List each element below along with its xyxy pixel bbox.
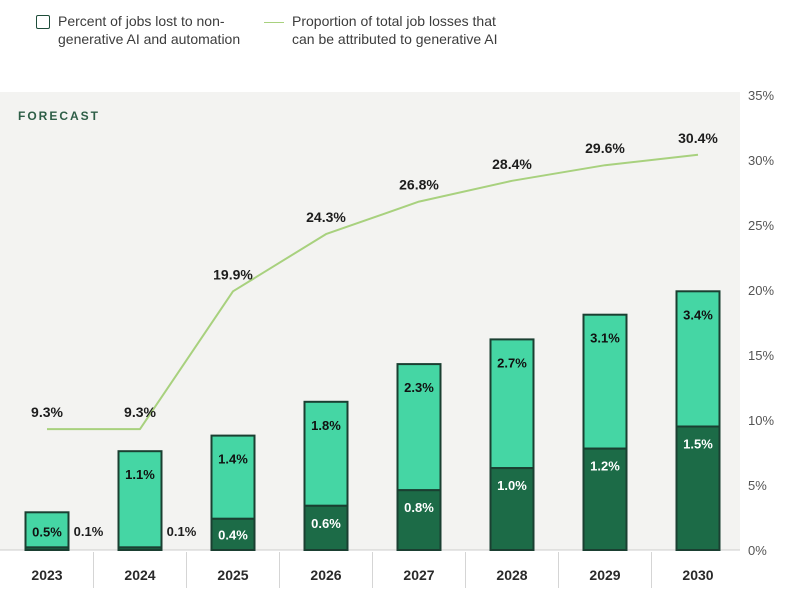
legend-bars-line1: Percent of jobs lost to non- <box>58 13 225 29</box>
x-tick-label: 2028 <box>496 567 527 583</box>
bar-light-label: 2.7% <box>497 355 527 370</box>
bar-dark-segment[interactable] <box>24 546 70 552</box>
bar-dark-label: 1.2% <box>590 459 620 474</box>
x-tick-label: 2027 <box>403 567 434 583</box>
trend-line <box>47 153 699 431</box>
line-point-label: 9.3% <box>31 404 63 420</box>
bar-dark-segment[interactable] <box>303 504 349 551</box>
bar-light-segment[interactable] <box>303 400 349 507</box>
x-tick-label: 2024 <box>124 567 155 583</box>
line-point-label: 26.8% <box>399 177 439 193</box>
bar-dark-segment[interactable] <box>396 489 442 552</box>
legend-line-line1: Proportion of total job losses that <box>292 13 496 29</box>
x-tick-label: 2025 <box>217 567 248 583</box>
bar-dark-label: 0.1% <box>74 524 104 539</box>
bar-dark-label: 1.0% <box>497 478 527 493</box>
bar-light-segment[interactable] <box>117 450 163 549</box>
line-point-label: 24.3% <box>306 209 346 225</box>
line-point-label: 28.4% <box>492 156 532 172</box>
forecast-region <box>0 92 740 550</box>
bar-dark-segment[interactable] <box>675 425 721 551</box>
bar-dark-label: 0.6% <box>311 516 341 531</box>
bar-light-label: 3.4% <box>683 307 713 322</box>
legend-line-label: Proportion of total job losses that can … <box>292 12 497 48</box>
bar-dark-label: 0.1% <box>167 524 197 539</box>
bar-dark-segment[interactable] <box>210 517 256 551</box>
bar-dark-label: 1.5% <box>683 437 713 452</box>
bar-light-label: 1.8% <box>311 418 341 433</box>
y-tick-label: 0% <box>748 543 767 558</box>
legend-bar-swatch <box>36 15 50 29</box>
bar-light-label: 3.1% <box>590 331 620 346</box>
forecast-label: FORECAST <box>18 109 100 123</box>
bar-light-segment[interactable] <box>210 434 256 520</box>
x-tick-label: 2023 <box>31 567 62 583</box>
y-tick-label: 20% <box>748 283 774 298</box>
y-tick-label: 35% <box>748 88 774 103</box>
bar-dark-label: 0.4% <box>218 527 248 542</box>
x-tick-label: 2026 <box>310 567 341 583</box>
legend-line-line2: can be attributed to generative AI <box>292 31 498 47</box>
y-tick-label: 30% <box>748 153 774 168</box>
bar-light-segment[interactable] <box>24 511 70 549</box>
bar-light-segment[interactable] <box>489 338 535 470</box>
line-point-label: 19.9% <box>213 266 253 282</box>
bar-dark-segment[interactable] <box>117 546 163 552</box>
y-tick-label: 25% <box>748 218 774 233</box>
bar-light-label: 1.4% <box>218 452 248 467</box>
y-tick-label: 5% <box>748 478 767 493</box>
y-tick-label: 10% <box>748 413 774 428</box>
legend: Percent of jobs lost to non- generative … <box>36 12 556 62</box>
line-point-label: 30.4% <box>678 130 718 146</box>
legend-line-swatch <box>264 22 284 23</box>
legend-item-line[interactable]: Proportion of total job losses that can … <box>264 12 564 48</box>
bar-light-segment[interactable] <box>582 313 628 450</box>
x-tick-label: 2029 <box>589 567 620 583</box>
bar-dark-segment[interactable] <box>489 467 535 552</box>
line-point-label: 29.6% <box>585 140 625 156</box>
y-tick-label: 15% <box>748 348 774 363</box>
bar-dark-segment[interactable] <box>582 447 628 552</box>
bar-light-label: 0.5% <box>32 524 62 539</box>
legend-bars-label: Percent of jobs lost to non- generative … <box>58 12 240 48</box>
x-tick-label: 2030 <box>682 567 713 583</box>
bar-light-label: 1.1% <box>125 467 155 482</box>
bar-light-label: 2.3% <box>404 380 434 395</box>
legend-item-bars[interactable]: Percent of jobs lost to non- generative … <box>36 12 261 48</box>
bar-dark-label: 0.8% <box>404 500 434 515</box>
legend-bars-line2: generative AI and automation <box>58 31 241 47</box>
line-point-label: 9.3% <box>124 404 156 420</box>
